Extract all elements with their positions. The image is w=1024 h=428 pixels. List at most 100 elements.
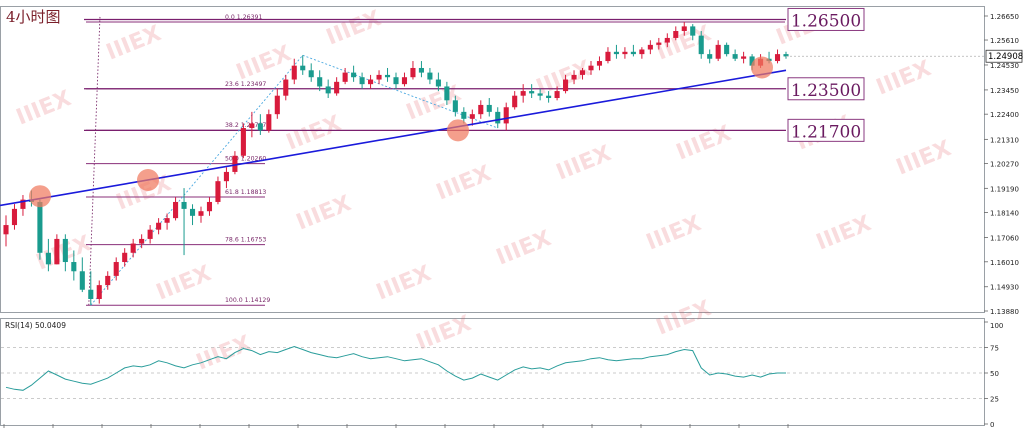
candle-bull	[139, 238, 145, 244]
candle-bull	[478, 104, 484, 115]
price-axis: 1.26650 1.25610 1.24530 1.23450 1.22400 1.213…	[984, 13, 1019, 316]
candle-bear	[79, 271, 85, 290]
candle-bull	[173, 201, 179, 219]
fib-level-label: 78.6 1.16753	[225, 237, 266, 244]
support-trendline	[0, 69, 787, 207]
fib-level-label: 61.8 1.18813	[225, 189, 266, 196]
candle-bear	[537, 93, 543, 96]
candle-bear	[418, 67, 424, 73]
candle-bull	[198, 211, 204, 216]
rsi-axis-label: 25	[990, 396, 999, 404]
rsi-axis-label: 75	[990, 345, 999, 353]
key-level-box	[787, 77, 865, 101]
candle-bear	[189, 208, 196, 216]
trendline-touch-marker	[447, 119, 469, 142]
key-level-box	[787, 7, 865, 31]
candle-bull	[469, 114, 475, 119]
candle-bull	[681, 26, 687, 32]
fib-level-label: 0.0 1.26391	[225, 14, 262, 21]
candle-bull	[741, 56, 747, 59]
candle-bull	[656, 42, 662, 45]
price-axis-label: 1.23450	[990, 87, 1019, 95]
candle-bear	[37, 201, 43, 253]
trendline-touch-marker	[751, 56, 773, 79]
candle-bear	[45, 252, 51, 265]
candle-bear	[308, 70, 314, 78]
candle-bear	[724, 44, 730, 55]
fib-level-label: 50.0 1.20260	[225, 156, 266, 163]
candle-bull	[503, 107, 509, 124]
candle-bull	[596, 61, 603, 66]
candle-bear	[317, 77, 323, 87]
candle-bull	[512, 95, 518, 108]
candle-bull	[96, 285, 102, 299]
candle-bull	[605, 51, 611, 62]
candle-bull	[291, 65, 297, 80]
candle-bull	[11, 208, 18, 226]
price-axis-label: 1.26650	[990, 13, 1019, 21]
candle-bull	[206, 201, 213, 212]
candlestick-series	[3, 22, 789, 306]
candle-bull	[283, 79, 289, 96]
candle-bull	[579, 70, 586, 75]
candle-bear	[707, 54, 713, 59]
candle-bear	[359, 77, 365, 85]
candle-bear	[181, 201, 187, 209]
candle-bear	[384, 74, 391, 78]
candle-bull	[588, 65, 594, 71]
price-axis-label: 1.22400	[990, 111, 1019, 119]
candle-bull	[3, 225, 9, 235]
candle-bear	[444, 86, 450, 101]
rsi-levels	[1, 347, 984, 399]
price-axis-label: 1.25610	[990, 37, 1019, 45]
candle-bear	[88, 289, 94, 299]
candle-bull	[266, 114, 272, 131]
candle-bull	[249, 123, 255, 129]
candle-bull	[147, 229, 153, 239]
candle-bull	[156, 222, 162, 230]
price-axis-label: 1.21310	[990, 136, 1019, 144]
candle-bull	[232, 155, 238, 172]
candle-bull	[664, 37, 670, 43]
price-axis-label: 1.24530	[990, 62, 1019, 70]
candle-bear	[613, 51, 619, 55]
current-price-tag	[985, 49, 1023, 63]
price-axis-label: 1.14930	[990, 284, 1019, 292]
impulse-dashed-line	[90, 54, 304, 306]
chart-title: 4小时图	[6, 8, 61, 26]
candle-bull	[368, 79, 374, 85]
price-axis-label: 1.16010	[990, 259, 1019, 267]
candle-bull	[240, 128, 246, 156]
candle-bear	[749, 56, 755, 66]
rsi-label: RSI(14) 50.0409	[5, 321, 66, 330]
candle-bull	[20, 199, 26, 209]
price-panel-frame	[0, 6, 985, 313]
candle-bull	[715, 44, 721, 59]
candle-bear	[452, 100, 458, 112]
candle-bull	[105, 275, 111, 286]
time-axis-ticks	[3, 424, 789, 428]
candle-bull	[520, 91, 526, 96]
fib-level-label: 100.0 1.14129	[225, 297, 270, 304]
candle-bull	[334, 81, 340, 94]
candle-bull	[54, 238, 60, 265]
price-axis-label: 1.13880	[990, 308, 1019, 316]
candle-bear	[351, 72, 357, 78]
rsi-axis: 100 75 50 25 0	[984, 321, 1003, 428]
current-price-label: 1.24908	[988, 52, 1023, 62]
candle-bull	[223, 171, 229, 182]
touch-markers	[29, 56, 773, 208]
key-level-label: 1.23500	[791, 81, 861, 101]
rsi-axis-label: 100	[990, 322, 1003, 330]
candle-bull	[342, 72, 348, 82]
rsi-axis-label: 0	[990, 421, 994, 428]
candle-bear	[529, 91, 535, 94]
candle-bear	[393, 77, 399, 85]
candle-bull	[571, 74, 577, 80]
trendline-touch-marker	[29, 185, 51, 208]
candle-bear	[783, 54, 789, 57]
candle-bear	[698, 35, 704, 55]
candle-bear	[486, 104, 492, 112]
rsi-line	[5, 345, 786, 391]
price-axis-label: 1.20270	[990, 160, 1019, 168]
